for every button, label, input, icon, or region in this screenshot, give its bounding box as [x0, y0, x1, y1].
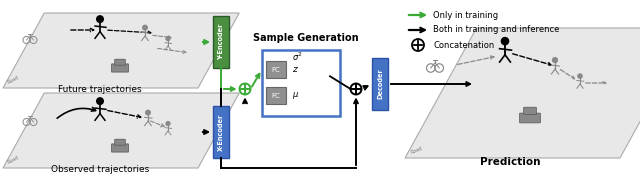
FancyBboxPatch shape	[266, 61, 286, 78]
FancyBboxPatch shape	[372, 58, 388, 110]
Text: Both in training and inference: Both in training and inference	[433, 25, 559, 35]
Circle shape	[552, 58, 557, 62]
Text: Y-Encoder: Y-Encoder	[218, 24, 224, 60]
Text: Concatenation: Concatenation	[433, 41, 494, 49]
Text: Prediction: Prediction	[480, 157, 540, 167]
Circle shape	[143, 25, 147, 30]
Polygon shape	[3, 93, 239, 168]
FancyBboxPatch shape	[115, 139, 125, 145]
FancyBboxPatch shape	[262, 50, 340, 116]
Text: Road: Road	[410, 146, 423, 155]
Text: FC: FC	[271, 67, 280, 72]
Circle shape	[97, 16, 103, 22]
Circle shape	[501, 38, 509, 45]
Text: Sample Generation: Sample Generation	[253, 33, 359, 43]
Text: FC: FC	[271, 93, 280, 98]
Text: $z$: $z$	[292, 65, 299, 74]
FancyBboxPatch shape	[111, 144, 129, 152]
Circle shape	[146, 110, 150, 115]
Text: X-Encoder: X-Encoder	[218, 113, 224, 151]
FancyBboxPatch shape	[524, 107, 536, 114]
Text: Future trajectories: Future trajectories	[58, 85, 142, 94]
Text: Road: Road	[7, 75, 20, 85]
Circle shape	[578, 74, 582, 78]
Text: Road: Road	[7, 155, 20, 165]
FancyBboxPatch shape	[266, 87, 286, 104]
Text: $\mu$: $\mu$	[292, 90, 299, 101]
Polygon shape	[3, 13, 239, 88]
FancyBboxPatch shape	[213, 106, 229, 158]
FancyBboxPatch shape	[213, 16, 229, 68]
FancyBboxPatch shape	[115, 59, 125, 65]
Polygon shape	[405, 28, 640, 158]
FancyBboxPatch shape	[520, 113, 540, 123]
Text: $\sigma^2$: $\sigma^2$	[292, 51, 303, 63]
Text: Decoder: Decoder	[377, 69, 383, 99]
Circle shape	[166, 122, 170, 125]
Text: Only in training: Only in training	[433, 11, 498, 20]
FancyBboxPatch shape	[111, 64, 129, 72]
Circle shape	[166, 37, 170, 41]
Text: Observed trajectories: Observed trajectories	[51, 165, 149, 174]
Circle shape	[97, 98, 103, 104]
